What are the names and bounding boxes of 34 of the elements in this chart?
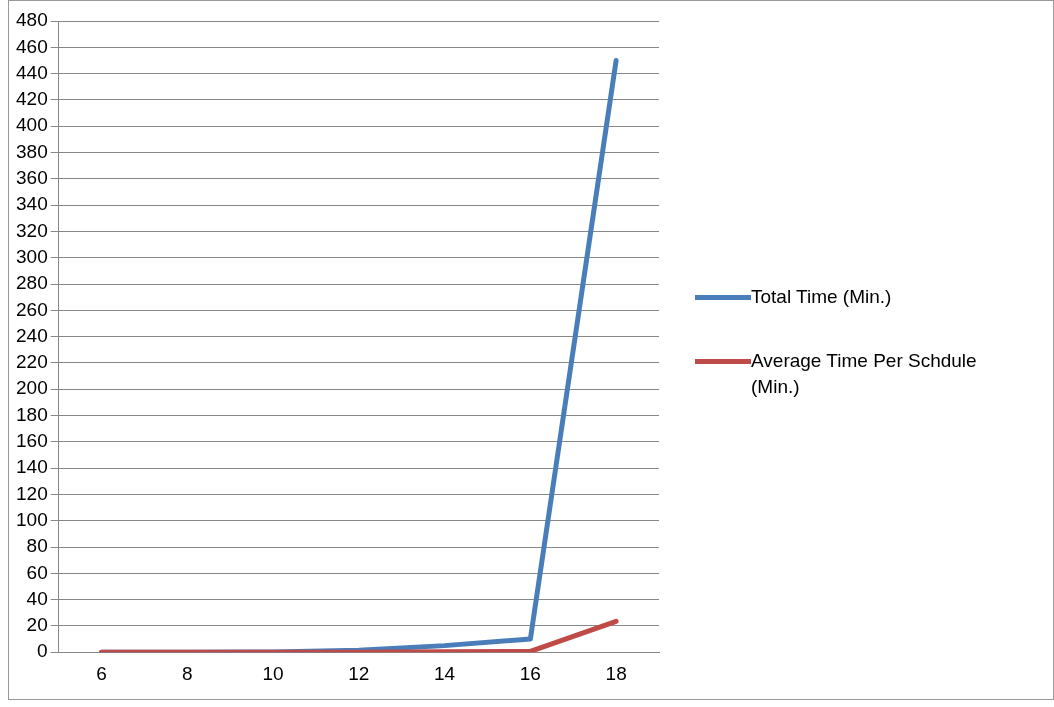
y-tick-label: 280 (16, 272, 48, 294)
y-tick-label: 420 (16, 88, 48, 110)
y-tick-label: 120 (16, 482, 48, 504)
legend-label: Total Time (Min.) (751, 285, 892, 309)
y-tick-label: 320 (16, 219, 48, 241)
x-tick-label: 16 (519, 662, 541, 684)
y-tick-label: 60 (26, 561, 48, 583)
y-tick-label: 200 (16, 377, 48, 399)
y-tick-label: 180 (16, 403, 48, 425)
y-tick-label: 300 (16, 245, 48, 267)
y-tick-label: 100 (16, 508, 48, 530)
x-tick-label: 6 (96, 662, 107, 684)
y-tick-label: 260 (16, 298, 48, 320)
y-tick-label: 0 (37, 640, 48, 662)
x-tick-label: 8 (182, 662, 193, 684)
x-tick-label: 12 (348, 662, 370, 684)
y-tick-label: 140 (16, 456, 48, 478)
y-tick-label: 240 (16, 324, 48, 346)
x-tick-label: 14 (434, 662, 456, 684)
y-tick-label: 460 (16, 35, 48, 57)
y-tick-label: 400 (16, 114, 48, 136)
legend-label: Average Time Per Schdule (Min.) (751, 349, 978, 399)
y-tick-label: 40 (26, 587, 48, 609)
y-tick-label: 360 (16, 167, 48, 189)
y-tick-label: 80 (26, 535, 48, 557)
y-tick-label: 160 (16, 430, 48, 452)
y-tick-label: 220 (16, 351, 48, 373)
y-tick-label: 340 (16, 193, 48, 215)
x-tick-label: 18 (605, 662, 627, 684)
x-tick-label: 10 (262, 662, 284, 684)
y-tick-label: 440 (16, 61, 48, 83)
y-tick-label: 480 (16, 9, 48, 31)
y-tick-label: 20 (26, 614, 48, 636)
y-tick-label: 380 (16, 140, 48, 162)
